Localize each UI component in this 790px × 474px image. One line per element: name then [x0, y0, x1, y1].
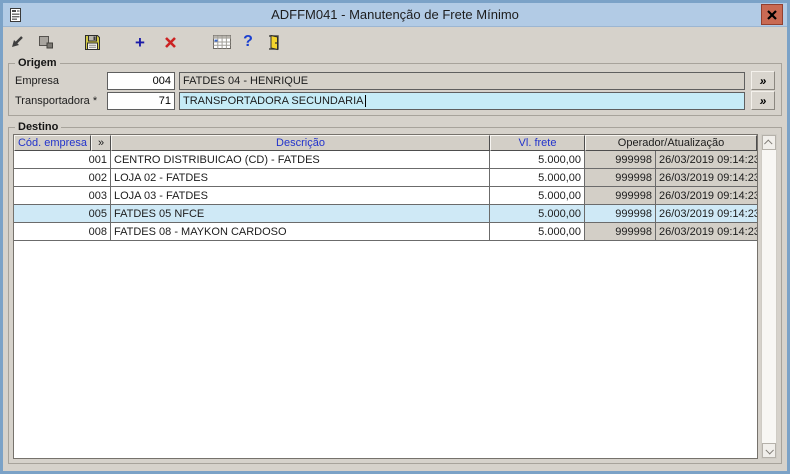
empresa-description-field: FATDES 04 - HENRIQUE [179, 71, 745, 90]
close-icon [767, 9, 777, 20]
cell-freight[interactable]: 5.000,00 [490, 187, 585, 204]
cell-operator: 999998 [585, 169, 656, 186]
cell-code[interactable]: 003 [14, 187, 111, 204]
help-icon: ? [243, 33, 253, 50]
save-button[interactable] [83, 31, 101, 53]
toolbar: + ? [3, 27, 787, 57]
text-caret [364, 94, 366, 107]
scroll-down-button[interactable] [762, 443, 776, 458]
add-button[interactable]: + [131, 31, 149, 53]
cell-operator: 999998 [585, 187, 656, 204]
close-button[interactable] [761, 4, 783, 25]
window-form-icon [10, 7, 21, 22]
transportadora-description-field[interactable]: TRANSPORTADORA SECUNDARIA [179, 91, 745, 110]
exit-button[interactable] [265, 31, 283, 53]
help-button[interactable]: ? [239, 31, 257, 53]
empresa-lookup-button[interactable]: » [751, 71, 775, 90]
empresa-row: Empresa FATDES 04 - HENRIQUE » [15, 71, 775, 90]
cell-freight[interactable]: 5.000,00 [490, 169, 585, 186]
grid-button[interactable] [213, 31, 231, 53]
column-header-operador[interactable]: Operador/Atualização [585, 135, 757, 151]
column-header-vl-frete[interactable]: Vl. frete [490, 135, 585, 151]
table-row-selected[interactable]: 005 FATDES 05 NFCE 5.000,00 999998 26/03… [14, 205, 757, 223]
cell-code[interactable]: 001 [14, 151, 111, 168]
delete-icon [164, 36, 176, 48]
table-row[interactable]: 001 CENTRO DISTRIBUICAO (CD) - FATDES 5.… [14, 151, 757, 169]
table-row[interactable]: 003 LOJA 03 - FATDES 5.000,00 999998 26/… [14, 187, 757, 205]
cell-updated: 26/03/2019 09:14:23 [656, 223, 757, 240]
goto-record-icon [12, 36, 23, 47]
transportadora-code-input[interactable] [107, 91, 175, 110]
transportadora-label: Transportadora * [15, 94, 98, 107]
table-row[interactable]: 002 LOJA 02 - FATDES 5.000,00 999998 26/… [14, 169, 757, 187]
cell-description[interactable]: CENTRO DISTRIBUICAO (CD) - FATDES [111, 151, 490, 168]
save-icon [84, 34, 100, 50]
cell-code[interactable]: 002 [14, 169, 111, 186]
transportadora-row: Transportadora * TRANSPORTADORA SECUNDAR… [15, 91, 775, 110]
column-header-cod-empresa[interactable]: Cód. empresa [14, 135, 91, 151]
destino-grid: Cód. empresa » Descrição Vl. frete Opera… [13, 134, 758, 459]
transportadora-lookup-button[interactable]: » [751, 91, 775, 110]
empresa-label: Empresa [15, 74, 60, 87]
titlebar: ADFFM041 - Manutenção de Frete Mínimo [3, 3, 787, 27]
add-icon: + [135, 32, 145, 52]
cell-updated: 26/03/2019 09:14:23 [656, 151, 757, 168]
cell-operator: 999998 [585, 205, 656, 222]
cell-description[interactable]: FATDES 05 NFCE [111, 205, 490, 222]
grid-empty-area [14, 241, 757, 458]
cell-description[interactable]: FATDES 08 - MAYKON CARDOSO [111, 223, 490, 240]
cell-updated: 26/03/2019 09:14:23 [656, 205, 757, 222]
table-row[interactable]: 008 FATDES 08 - MAYKON CARDOSO 5.000,00 … [14, 223, 757, 241]
origem-legend: Origem [18, 57, 57, 69]
destino-group: Destino Cód. empresa » Descrição Vl. fre… [8, 121, 782, 464]
delete-button[interactable] [161, 31, 179, 53]
column-header-chevron[interactable]: » [91, 135, 111, 151]
exit-icon [269, 34, 279, 50]
goto-record-button[interactable] [9, 31, 27, 53]
empresa-description-text: FATDES 04 - HENRIQUE [183, 74, 309, 87]
cell-freight[interactable]: 5.000,00 [490, 205, 585, 222]
cell-description[interactable]: LOJA 03 - FATDES [111, 187, 490, 204]
column-header-descricao[interactable]: Descrição [111, 135, 490, 151]
transportadora-description-text: TRANSPORTADORA SECUNDARIA [183, 94, 364, 107]
cell-description[interactable]: LOJA 02 - FATDES [111, 169, 490, 186]
copy-blocks-button[interactable] [37, 31, 55, 53]
cell-code[interactable]: 005 [14, 205, 111, 222]
destino-grid-wrap: Cód. empresa » Descrição Vl. frete Opera… [13, 134, 777, 459]
destino-legend: Destino [18, 121, 59, 133]
vertical-scrollbar[interactable] [761, 134, 777, 459]
grid-header-row: Cód. empresa » Descrição Vl. frete Opera… [14, 135, 757, 151]
empresa-code-input[interactable] [107, 71, 175, 90]
page-title: ADFFM041 - Manutenção de Frete Mínimo [271, 7, 519, 22]
copy-blocks-icon [39, 36, 53, 49]
origem-group: Origem Empresa FATDES 04 - HENRIQUE » Tr… [8, 57, 782, 116]
chevron-up-icon [764, 138, 773, 148]
cell-freight[interactable]: 5.000,00 [490, 151, 585, 168]
cell-updated: 26/03/2019 09:14:23 [656, 187, 757, 204]
scroll-up-button[interactable] [762, 135, 776, 150]
cell-updated: 26/03/2019 09:14:23 [656, 169, 757, 186]
grid-icon [213, 35, 231, 49]
cell-freight[interactable]: 5.000,00 [490, 223, 585, 240]
cell-code[interactable]: 008 [14, 223, 111, 240]
chevron-down-icon [765, 445, 774, 455]
cell-operator: 999998 [585, 223, 656, 240]
cell-operator: 999998 [585, 151, 656, 168]
